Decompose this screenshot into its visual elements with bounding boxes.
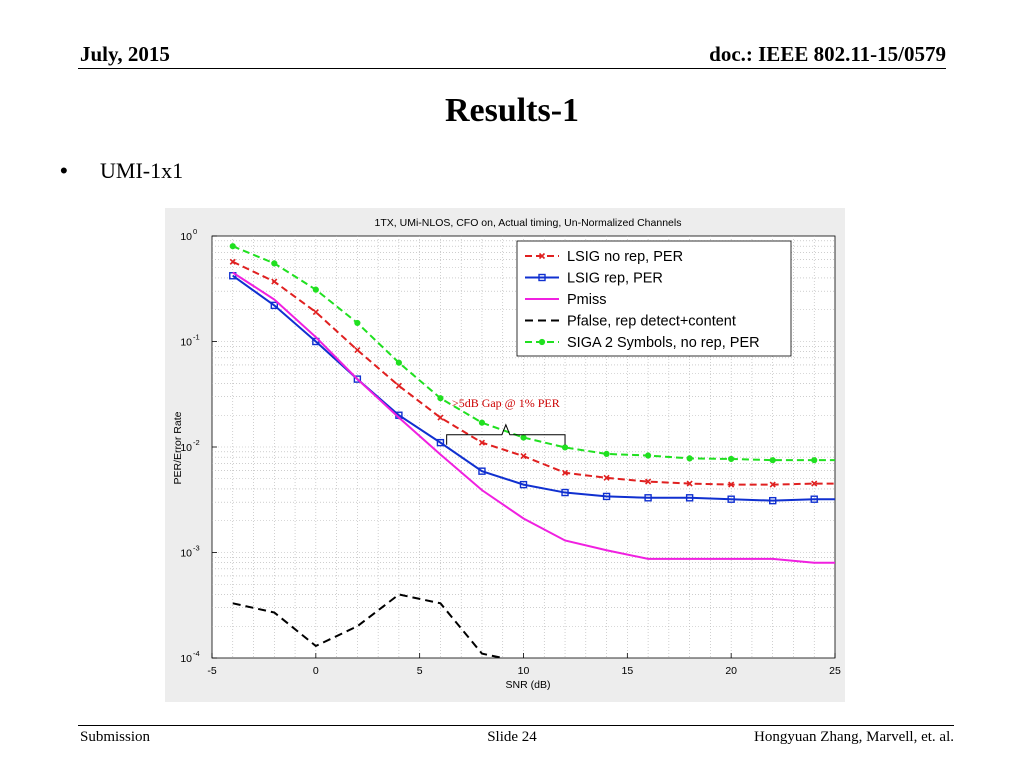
legend-entry: SIGA 2 Symbols, no rep, PER xyxy=(525,335,760,351)
series-4 xyxy=(229,243,835,464)
data-point xyxy=(478,467,486,475)
data-point xyxy=(603,450,610,458)
series-3 xyxy=(232,593,503,658)
data-point xyxy=(686,480,693,487)
x-tick-label: 0 xyxy=(313,665,319,677)
legend-label: LSIG rep, PER xyxy=(567,271,663,287)
data-point xyxy=(519,480,528,489)
data-point xyxy=(769,481,776,488)
footer-divider xyxy=(78,725,954,726)
series-line xyxy=(232,593,503,658)
data-point xyxy=(312,286,319,293)
data-point xyxy=(538,273,546,282)
data-point xyxy=(645,478,652,485)
y-tick-label-base: 10 xyxy=(180,231,192,243)
y-tick-label-base: 10 xyxy=(180,442,192,454)
data-point xyxy=(538,338,546,346)
data-point xyxy=(229,258,236,265)
legend-entry: LSIG rep, PER xyxy=(525,271,663,287)
data-point xyxy=(436,438,445,447)
data-point xyxy=(602,492,611,501)
data-point xyxy=(561,444,569,451)
data-point xyxy=(728,455,735,463)
x-tick-label: 10 xyxy=(518,665,530,677)
bullet-icon: • xyxy=(60,158,68,183)
data-point xyxy=(270,301,279,310)
data-point xyxy=(645,452,652,459)
header-doc-number: doc.: IEEE 802.11-15/0579 xyxy=(709,42,946,66)
data-point xyxy=(478,439,486,446)
series-2 xyxy=(232,271,835,564)
data-point xyxy=(354,346,361,354)
data-point xyxy=(603,474,610,481)
data-point xyxy=(312,309,319,316)
data-point xyxy=(520,453,527,460)
data-point xyxy=(538,252,546,260)
header-divider xyxy=(78,68,946,69)
bullet-text: UMI-1x1 xyxy=(100,158,184,183)
y-tick-label-exponent: 0 xyxy=(193,227,197,236)
x-tick-label: 5 xyxy=(417,665,423,677)
data-point xyxy=(811,457,818,464)
data-point xyxy=(437,414,444,421)
data-point xyxy=(395,359,402,366)
annotation-brace xyxy=(446,423,566,445)
series-line xyxy=(232,271,835,564)
data-point xyxy=(728,481,735,488)
footer-author: Hongyuan Zhang, Marvell, et. al. xyxy=(754,729,954,745)
data-point xyxy=(811,480,818,487)
data-point xyxy=(686,455,693,462)
y-tick-label-exponent: -2 xyxy=(193,438,200,447)
y-tick-label-base: 10 xyxy=(180,653,192,665)
annotation-text: >5dB Gap @ 1% PER xyxy=(452,396,560,410)
data-point xyxy=(271,278,278,285)
data-point xyxy=(271,260,278,267)
data-point xyxy=(437,395,444,402)
legend-label: SIGA 2 Symbols, no rep, PER xyxy=(567,335,760,351)
series-0 xyxy=(229,258,835,488)
x-tick-label: 25 xyxy=(829,665,841,677)
x-tick-label: 15 xyxy=(621,665,633,677)
slide-title: Results-1 xyxy=(444,92,580,129)
data-point xyxy=(685,494,694,502)
data-point xyxy=(810,495,818,503)
legend-label: Pfalse, rep detect+content xyxy=(567,314,736,330)
legend-entry: Pmiss xyxy=(525,292,606,308)
y-tick-label-exponent: -1 xyxy=(193,333,200,342)
legend-label: LSIG no rep, PER xyxy=(567,249,683,265)
data-point xyxy=(644,494,652,502)
data-point xyxy=(769,457,776,464)
data-point xyxy=(561,469,569,476)
legend-entry: Pfalse, rep detect+content xyxy=(525,314,736,330)
legend-label: Pmiss xyxy=(567,292,606,308)
data-point xyxy=(354,319,361,327)
footer-slide-number: Slide 24 xyxy=(487,729,537,745)
series-line xyxy=(232,260,835,486)
data-point xyxy=(229,243,236,250)
data-point xyxy=(561,488,569,497)
data-point xyxy=(520,434,527,441)
data-point xyxy=(478,419,486,426)
x-tick-label: 20 xyxy=(725,665,737,677)
series-1 xyxy=(229,272,835,505)
y-tick-label-exponent: -4 xyxy=(193,649,200,658)
series-line xyxy=(232,274,835,502)
y-tick-label-base: 10 xyxy=(180,548,192,560)
x-axis-label: SNR (dB) xyxy=(506,679,551,691)
data-point xyxy=(395,382,402,389)
chart: 1TX, UMi-NLOS, CFO on, Actual timing, Un… xyxy=(165,208,845,702)
data-point xyxy=(727,495,735,503)
legend-box xyxy=(516,240,792,357)
chart-title: 1TX, UMi-NLOS, CFO on, Actual timing, Un… xyxy=(375,217,682,229)
footer-left: Submission xyxy=(80,729,151,745)
data-point xyxy=(353,375,362,383)
data-point xyxy=(769,496,777,505)
y-axis-label: PER/Error Rate xyxy=(172,411,184,484)
header-date: July, 2015 xyxy=(80,42,170,66)
y-tick-label-exponent: -3 xyxy=(193,544,200,553)
y-tick-label-base: 10 xyxy=(180,337,192,349)
x-tick-label: -5 xyxy=(207,665,216,677)
legend-entry: LSIG no rep, PER xyxy=(525,249,683,265)
